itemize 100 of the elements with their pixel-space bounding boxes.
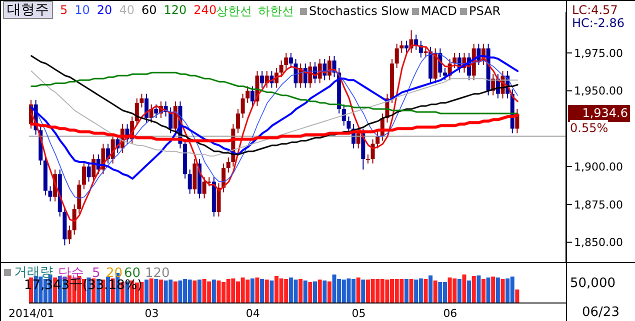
candlestick (154, 104, 158, 119)
bar (270, 280, 274, 303)
text: LC:4.57 (572, 2, 618, 18)
candlestick (226, 156, 230, 174)
bar (192, 280, 197, 303)
x-tick-label: 04 (246, 307, 260, 320)
annotation: 5 (92, 266, 100, 281)
text: HC:-2.86 (572, 15, 624, 31)
text: 240 (194, 2, 217, 18)
line-series (30, 55, 518, 156)
bar (260, 279, 264, 303)
x-tick-label: 05 (352, 307, 366, 320)
candlestick (400, 40, 404, 54)
bar (327, 281, 332, 303)
bar (486, 278, 490, 303)
y-tick-label: 1,975.00 (574, 46, 623, 60)
bar (428, 275, 433, 303)
candlestick (202, 176, 206, 199)
bar (212, 280, 216, 303)
chart-title: 거래량 (14, 265, 53, 280)
candlestick (366, 154, 370, 164)
annotation: PSAR (469, 3, 501, 19)
bar (356, 278, 360, 303)
x-tick-label: 2014/01 (8, 307, 54, 320)
line-series (30, 70, 518, 156)
candlestick (188, 169, 192, 194)
chart-title: 대형주 (3, 1, 53, 19)
candlestick (346, 116, 351, 134)
x-tick-label: 03 (144, 307, 159, 320)
bar (481, 279, 486, 303)
text: 06/23 (582, 305, 620, 320)
bar (515, 290, 520, 303)
bar (197, 280, 202, 303)
text: 60 (141, 2, 157, 18)
bar (467, 280, 472, 303)
candlestick (140, 93, 144, 108)
bar (322, 280, 327, 303)
bar (158, 280, 163, 303)
y-tick-label: 1,950.00 (574, 84, 623, 98)
text: 5 (60, 2, 68, 18)
annotation: 하한선 (258, 3, 294, 19)
candlestick (376, 131, 380, 149)
bar (149, 278, 154, 303)
text: 10 (74, 2, 90, 18)
candlestick (250, 86, 254, 106)
candlestick (404, 40, 408, 54)
candlestick (240, 93, 245, 119)
bar (476, 275, 481, 303)
y-tick-label: 1,850.00 (574, 236, 623, 250)
bar (433, 280, 438, 303)
candlestick (246, 86, 250, 104)
bar (491, 276, 496, 303)
y-tick-label: 1,900.00 (574, 160, 623, 174)
candlestick (236, 108, 240, 134)
text: 120 (164, 2, 187, 18)
candlestick (260, 70, 264, 88)
candlestick (222, 163, 226, 193)
candlestick (68, 225, 72, 244)
bar (361, 280, 366, 303)
bar (154, 279, 158, 303)
candlestick (279, 60, 284, 78)
text: 20 (96, 2, 112, 18)
bar (308, 282, 312, 303)
bar (500, 279, 505, 303)
candlestick (442, 68, 447, 81)
bar (255, 278, 260, 303)
text: 0.55% (570, 120, 608, 136)
text: 40 (119, 2, 134, 18)
bar (409, 279, 414, 303)
candlestick (424, 46, 428, 58)
candlestick (394, 43, 399, 69)
bar (472, 276, 476, 303)
candlestick (48, 186, 52, 202)
x-tick-label: 06 (443, 307, 458, 320)
annotation: 상한선 (216, 3, 252, 19)
candlestick (86, 162, 91, 182)
bar (173, 281, 178, 303)
bar (457, 279, 462, 303)
bar (250, 278, 254, 303)
annotation: MACD (421, 3, 457, 19)
bar (424, 279, 428, 303)
bar (264, 280, 269, 303)
candlestick (82, 162, 86, 190)
text: 1,934.6 (568, 105, 630, 122)
annotation: 120 (145, 266, 170, 281)
candlestick (288, 52, 293, 69)
bar (298, 279, 303, 303)
bar (303, 280, 308, 303)
y-tick-label: 1,875.00 (574, 198, 623, 212)
text: 50,000 (570, 276, 616, 291)
candlestick (72, 204, 76, 236)
bar (313, 281, 318, 303)
bar (496, 278, 500, 303)
candlestick (144, 93, 149, 124)
bar (462, 274, 466, 303)
bar (318, 280, 322, 303)
annotation: Stochastics Slow (309, 3, 410, 19)
candlestick (284, 52, 288, 70)
bar (404, 279, 408, 303)
bar (144, 280, 149, 303)
